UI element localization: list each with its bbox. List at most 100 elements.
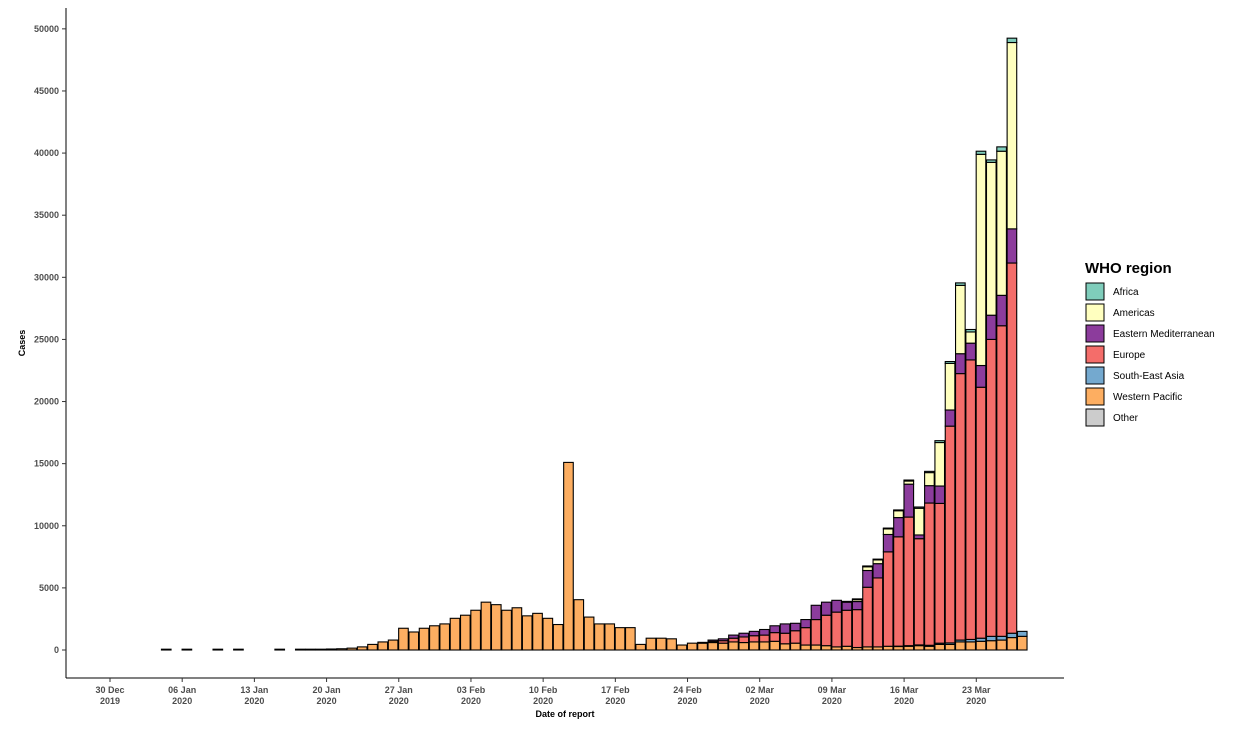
bar-segment xyxy=(759,641,770,651)
bar-segment xyxy=(872,558,884,561)
bar-segment xyxy=(346,647,358,651)
legend-entries: Africa Americas Eastern Mediterranean Europ… xyxy=(1085,282,1215,427)
y-tick-label: 35000 xyxy=(34,210,59,220)
bar-segment xyxy=(820,614,832,647)
x-tick-year: 2020 xyxy=(605,696,625,706)
bar-segment xyxy=(748,641,760,651)
bar-segment xyxy=(748,635,760,643)
bar-segment xyxy=(1006,262,1018,634)
bar-segment xyxy=(583,616,595,651)
bar-segment xyxy=(800,644,812,651)
legend-swatch xyxy=(1085,324,1105,343)
bar-segment xyxy=(233,648,244,651)
bar-segment xyxy=(820,645,832,651)
bar-segment xyxy=(707,641,719,651)
bar-segment xyxy=(934,440,946,444)
bar-segment xyxy=(449,617,461,651)
bar-segment xyxy=(511,607,523,651)
x-tick-year: 2020 xyxy=(894,696,914,706)
x-tick-label: 24 Feb xyxy=(673,685,702,695)
bar-segment xyxy=(387,639,399,651)
y-axis-ticks: 0 5000 10000 15000 20000 25000 30000 35000 40000… xyxy=(34,24,66,655)
y-tick-label: 30000 xyxy=(34,272,59,282)
bar-segment xyxy=(439,623,451,651)
y-tick-label: 45000 xyxy=(34,86,59,96)
bar-segment xyxy=(398,627,409,651)
bar-segment xyxy=(924,485,935,504)
bar-segment xyxy=(800,619,812,629)
bar-segment xyxy=(882,528,894,536)
bar-segment xyxy=(789,622,801,632)
bar-segment xyxy=(315,648,327,651)
bar-segment xyxy=(429,625,440,651)
bar-segment xyxy=(996,639,1007,651)
bar-segment xyxy=(274,648,286,651)
bar-segment xyxy=(893,517,904,538)
legend-swatch xyxy=(1085,303,1105,322)
bar-segment xyxy=(975,150,987,155)
bar-segment xyxy=(738,636,750,644)
bar-segment xyxy=(985,314,997,340)
bar-segment xyxy=(1006,228,1018,264)
bar-segment xyxy=(934,485,946,504)
bar-segment xyxy=(728,634,739,639)
legend-swatch xyxy=(1085,345,1105,364)
bar-segment xyxy=(862,586,873,648)
x-tick-year: 2020 xyxy=(533,696,553,706)
y-tick-label: 5000 xyxy=(39,583,59,593)
x-tick-label: 02 Mar xyxy=(745,685,774,695)
bar-segment xyxy=(356,646,368,651)
bar-segment xyxy=(965,641,977,651)
bar-segment xyxy=(903,479,915,482)
bar-segment xyxy=(810,619,822,646)
x-tick-year: 2020 xyxy=(389,696,409,706)
bar-segment xyxy=(996,150,1007,296)
bar-segment xyxy=(759,634,770,643)
x-tick-label: 27 Jan xyxy=(385,685,413,695)
bar-segment xyxy=(996,146,1007,152)
y-tick-label: 20000 xyxy=(34,397,59,407)
bar-segment xyxy=(924,470,935,474)
bar-segment xyxy=(913,538,925,646)
bar-segment xyxy=(779,643,791,651)
y-tick-label: 40000 xyxy=(34,148,59,158)
bar-segment xyxy=(769,625,781,634)
bar-segment xyxy=(944,409,956,427)
legend-label: Africa xyxy=(1113,287,1139,298)
bar-segment xyxy=(573,599,585,651)
x-tick-label: 10 Feb xyxy=(529,685,558,695)
bar-segment xyxy=(975,364,987,388)
bar-segment xyxy=(707,639,719,642)
x-tick-year: 2020 xyxy=(461,696,481,706)
legend: WHO region Africa Americas Eastern Mediter… xyxy=(1085,260,1215,427)
bar-segment xyxy=(594,623,605,651)
bar-segment xyxy=(160,648,172,651)
bar-segment xyxy=(851,609,863,649)
bar-segment xyxy=(924,502,935,646)
legend-swatch xyxy=(1085,282,1105,301)
bar-segment xyxy=(851,598,863,601)
bar-segment xyxy=(985,159,997,163)
bar-segment xyxy=(336,648,347,651)
bar-segment xyxy=(985,161,997,316)
bar-segment xyxy=(996,635,1007,641)
bar-segment xyxy=(882,645,894,651)
bar-segment xyxy=(944,425,956,644)
legend-label: South-East Asia xyxy=(1113,371,1185,382)
x-tick-year: 2020 xyxy=(822,696,842,706)
bar-segment xyxy=(975,386,987,639)
bar-segment xyxy=(872,577,884,648)
bar-segment xyxy=(305,648,316,651)
x-tick-year: 2020 xyxy=(244,696,264,706)
bar-segment xyxy=(1006,37,1018,44)
bar-segment xyxy=(697,641,708,644)
bar-segment xyxy=(841,601,853,611)
bar-segment xyxy=(686,642,698,651)
bar-segment xyxy=(934,643,946,651)
bar-segment xyxy=(655,637,667,651)
y-tick-label: 50000 xyxy=(34,24,59,34)
x-tick-year: 2020 xyxy=(172,696,192,706)
bar-segment xyxy=(325,648,337,651)
bar-segment xyxy=(831,611,842,648)
legend-label: Western Pacific xyxy=(1113,392,1182,403)
